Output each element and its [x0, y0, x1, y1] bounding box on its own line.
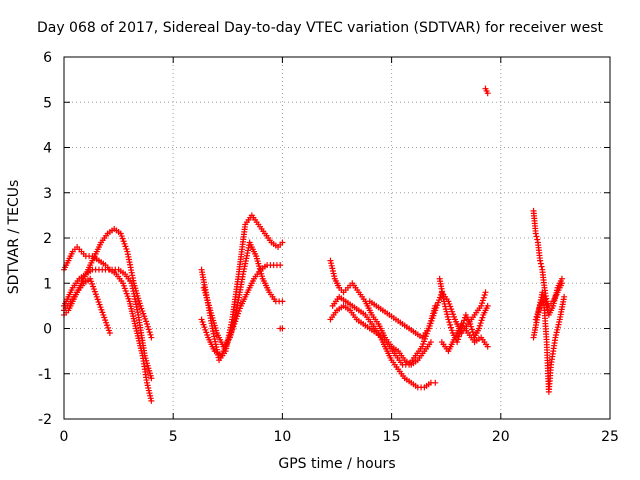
axis-ticks: 0 5 10 15 20 25 -2 -1 0 1 2 3 4 5 6	[38, 50, 619, 445]
data-point	[532, 230, 539, 237]
data-point	[448, 327, 455, 334]
y-tick-label: 3	[43, 186, 52, 202]
data-point	[456, 330, 463, 337]
data-point	[432, 379, 439, 386]
x-tick-label: 20	[492, 429, 510, 445]
data-point	[561, 293, 568, 300]
data-point	[537, 260, 544, 267]
data-point	[448, 324, 455, 331]
data-point	[277, 262, 284, 269]
y-tick-label: 5	[43, 95, 52, 111]
data-point	[467, 320, 474, 327]
x-tick-label: 0	[60, 429, 69, 445]
x-tick-label: 5	[169, 429, 178, 445]
data-point	[445, 316, 452, 323]
data-point	[533, 233, 540, 240]
data-point	[447, 321, 454, 328]
data-point	[484, 343, 491, 350]
data-point	[538, 263, 545, 270]
data-point	[484, 90, 491, 97]
data-point	[534, 311, 541, 318]
data-point	[478, 317, 485, 324]
x-tick-label: 15	[383, 429, 401, 445]
x-axis-label: GPS time / hours	[278, 456, 396, 472]
y-tick-label: 6	[43, 50, 52, 66]
data-point	[144, 323, 151, 330]
data-point	[147, 331, 154, 338]
data-point	[537, 257, 544, 264]
data-point	[468, 326, 475, 333]
data-point	[480, 294, 487, 301]
data-point	[427, 339, 434, 346]
data-point	[482, 289, 489, 296]
data-point	[533, 313, 540, 320]
x-tick-label: 25	[601, 429, 619, 445]
y-tick-label: 2	[43, 231, 52, 247]
x-tick-label: 10	[273, 429, 291, 445]
data-point	[148, 334, 155, 341]
data-point	[484, 302, 491, 309]
data-point	[148, 375, 155, 382]
y-tick-label: -2	[38, 412, 52, 428]
plot-frame	[63, 56, 611, 420]
data-point	[279, 298, 286, 305]
data-point	[461, 317, 468, 324]
data-point	[535, 308, 542, 315]
data-point	[534, 236, 541, 243]
y-tick-label: -1	[38, 367, 52, 383]
y-tick-label: 4	[43, 141, 52, 157]
data-point	[146, 329, 153, 336]
data-point	[469, 329, 476, 336]
data-point	[558, 275, 565, 282]
data-point	[478, 302, 485, 309]
y-axis-label: SDTVAR / TECUs	[6, 179, 22, 295]
data-point	[455, 333, 462, 340]
data-point	[145, 326, 152, 333]
data-points	[61, 85, 568, 404]
data-point	[481, 292, 488, 299]
y-tick-label: 0	[43, 322, 52, 338]
chart-title: Day 068 of 2017, Sidereal Day-to-day VTE…	[36, 20, 604, 36]
data-point	[479, 297, 486, 304]
data-point	[477, 320, 484, 327]
data-point	[479, 300, 486, 307]
grid-lines	[64, 57, 610, 419]
data-point	[532, 316, 539, 323]
data-point	[279, 239, 286, 246]
data-point	[476, 322, 483, 329]
data-point	[536, 305, 543, 312]
data-point	[468, 323, 475, 330]
data-point	[479, 314, 486, 321]
data-point	[279, 325, 286, 332]
data-point	[148, 397, 155, 404]
data-point	[143, 320, 150, 327]
y-tick-label: 1	[43, 276, 52, 292]
data-point	[475, 325, 482, 332]
data-point	[106, 330, 113, 337]
data-point	[446, 319, 453, 326]
